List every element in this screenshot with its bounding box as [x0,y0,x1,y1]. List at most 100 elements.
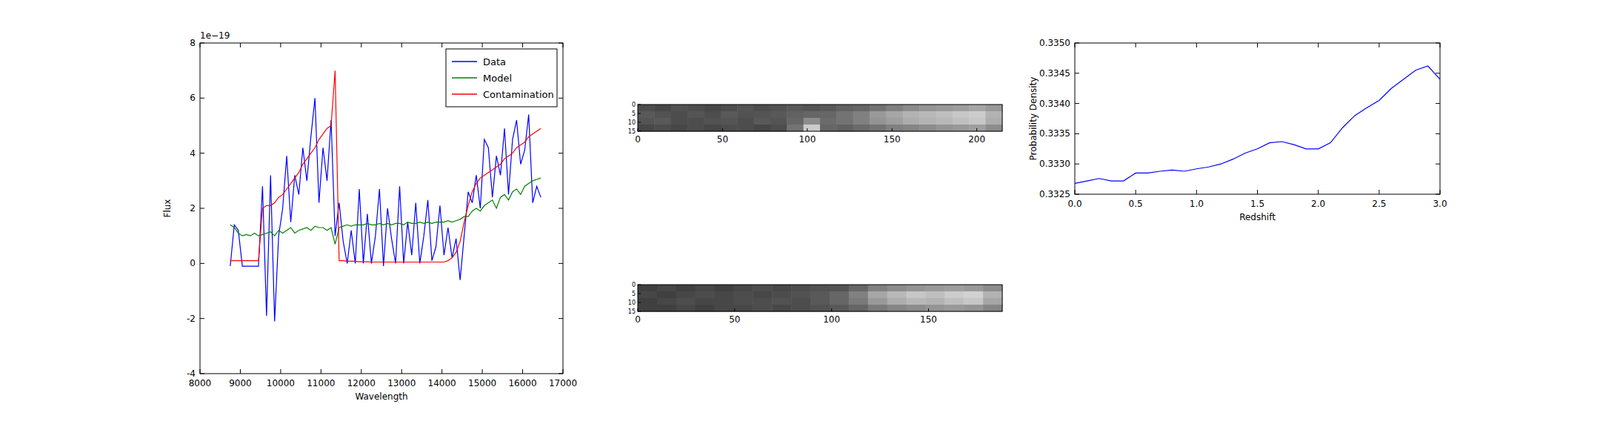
x-tick-top [401,42,403,48]
cell [770,111,788,119]
y-tick [1074,42,1080,44]
x-tick [1196,189,1198,195]
cell [637,117,655,126]
cell [754,124,772,132]
y-tick-label: 5 [631,110,636,118]
y-tick-right [1435,194,1440,195]
x-tick [928,308,929,312]
x-tick-label: 100 [822,314,840,325]
y-tick-label: 0 [631,101,636,109]
x-tick-label: 9000 [228,377,252,389]
x-tick-top [1257,42,1258,48]
cell [868,297,888,306]
x-tick-top [320,42,322,48]
cell [810,284,830,292]
x-tick-label: 2.5 [1371,198,1386,209]
cell [791,304,811,312]
y-tick-label: 15 [628,128,636,135]
cell [985,111,1003,119]
cell [695,304,715,312]
cell [885,117,903,126]
cell [820,104,838,112]
frame [637,284,1003,312]
y-tick [1074,163,1080,165]
cell [868,304,888,312]
y-tick-right [1435,72,1440,74]
x-tick [1074,189,1076,195]
cell [925,284,945,292]
cell [714,284,735,292]
x-tick-label: 50 [717,134,729,145]
cell [968,117,986,126]
cell [848,297,869,306]
y-tick [637,113,641,115]
cell [770,117,788,126]
y-tick [637,302,641,303]
legend-label: Model [482,72,512,84]
cell [829,291,849,299]
series-group [1074,65,1440,183]
cell [810,304,830,312]
cell [963,297,983,306]
cell [968,104,986,112]
cell [869,104,887,112]
cell [853,124,871,132]
cell [936,111,954,119]
x-tick [722,128,723,132]
cell [771,304,792,312]
y-tick [200,373,205,375]
x-tick-label: 1.5 [1250,198,1265,209]
cell [968,124,986,132]
cell [803,117,821,126]
cell [919,117,937,126]
cell [952,104,970,112]
y-tick-label: 4 [189,148,196,159]
cell [676,291,696,299]
figure: 8000900010000110001200013000140001500016… [0,0,1600,427]
cell [902,111,920,119]
y-tick [637,104,641,106]
cell [925,291,945,299]
x-tick [1257,189,1258,195]
x-tick [360,368,362,374]
x-tick-label: 3.0 [1432,198,1447,209]
cell [676,297,696,306]
cell [754,104,772,112]
cell [737,117,755,126]
series-group [230,70,541,321]
cell [829,297,849,306]
x-tick [240,368,241,374]
cell [963,304,983,312]
cell [968,111,986,119]
cell [853,104,871,112]
x-tick-top [1135,42,1137,48]
y-tick-label: 0.3340 [1039,98,1071,109]
x-tick [1317,189,1319,195]
x-tick-top [441,42,443,48]
y-tick-right [558,208,563,209]
x-tick-label: 0 [634,134,641,145]
cell [944,284,964,292]
cell [952,111,970,119]
legend-box [445,48,558,107]
x-tick-top [482,42,483,48]
x-tick-top [280,42,281,48]
x-tick-top [1378,42,1380,48]
y-tick-label: 0.3335 [1039,128,1071,139]
y-tick-label: 0 [631,281,636,289]
cell [714,304,735,312]
x-tick-top [522,42,523,48]
x-tick [806,128,808,132]
y-tick-label: 0.3325 [1039,188,1071,200]
y-tick [200,208,205,209]
x-tick-top [200,42,201,48]
cell [869,111,887,119]
cell [791,291,811,299]
cell [985,124,1003,132]
cell [687,117,705,126]
cell [820,111,838,119]
y-tick [637,284,641,286]
y-tick-right [558,317,563,319]
cell [963,291,983,299]
cell [786,111,804,119]
